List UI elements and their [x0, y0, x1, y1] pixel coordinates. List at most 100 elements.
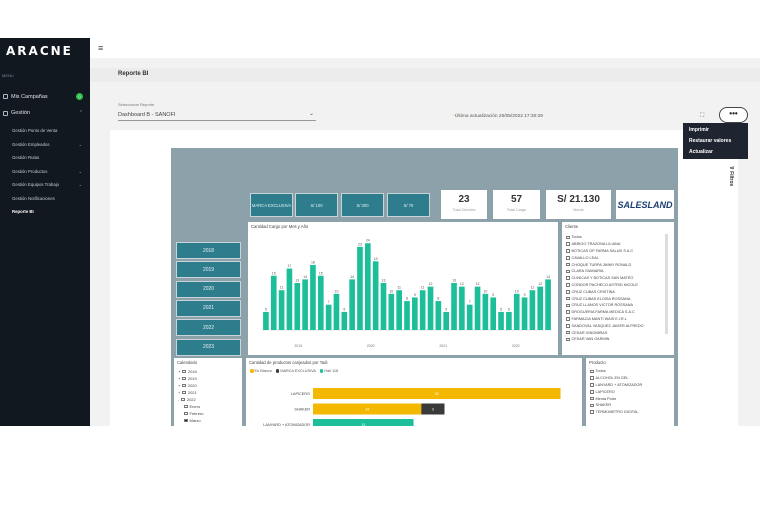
product-option[interactable]: LANYARD + ATOMIZADOR	[590, 382, 642, 389]
checkbox[interactable]	[566, 269, 570, 274]
bar-segment[interactable]	[421, 403, 445, 415]
calendar-option[interactable]: +2018	[178, 368, 204, 375]
client-option[interactable]: CONDOR PACHECO ASTRID NICOLE	[566, 282, 644, 289]
bar[interactable]	[545, 279, 551, 330]
client-scrollbar[interactable]	[665, 234, 668, 334]
bar[interactable]	[451, 283, 457, 330]
checkbox[interactable]	[590, 383, 594, 387]
checkbox[interactable]	[566, 303, 570, 308]
checkbox[interactable]	[566, 249, 570, 253]
bar[interactable]	[286, 268, 293, 330]
bar[interactable]	[333, 293, 340, 330]
bar[interactable]	[435, 301, 442, 330]
product-option[interactable]: ALCOHOL EN GEL	[590, 375, 642, 382]
calendar-option[interactable]: Marzo	[178, 417, 204, 424]
sidebar-subitem[interactable]: Gestión Punto de Venta	[12, 128, 86, 133]
client-option[interactable]: CESAR VAN GARMIN	[566, 336, 644, 343]
checkbox[interactable]	[590, 369, 594, 374]
checkbox[interactable]	[184, 411, 188, 416]
checkbox[interactable]	[182, 390, 186, 395]
client-option[interactable]: Todos	[566, 234, 644, 241]
bar[interactable]	[349, 279, 355, 330]
bar[interactable]	[513, 293, 520, 330]
checkbox[interactable]	[566, 324, 570, 328]
client-option[interactable]: ABRIGO TRAZONA LILIANA	[566, 241, 644, 248]
client-option[interactable]: CLINICAS Y BOTICAS SAN MATEO	[566, 275, 644, 282]
checkbox[interactable]	[181, 397, 185, 402]
checkbox[interactable]	[590, 403, 594, 408]
bar[interactable]	[388, 293, 395, 330]
client-option[interactable]: CRUZ CUBAS ELOISA ROSSANA	[566, 295, 644, 302]
bar[interactable]	[474, 286, 481, 330]
calendar-option[interactable]: +2020	[178, 382, 204, 389]
legend-item[interactable]: MARCA EXCLUSIVA	[275, 369, 316, 373]
checkbox[interactable]	[566, 317, 570, 321]
bar[interactable]	[404, 301, 410, 330]
checkbox[interactable]	[184, 418, 188, 423]
sidebar-subitem[interactable]: Gestión Notificaciones	[12, 196, 86, 201]
bar[interactable]	[380, 283, 387, 330]
bar[interactable]	[443, 311, 450, 330]
expand-toggle-icon[interactable]: +	[178, 369, 181, 374]
context-menu-item[interactable]: Restaurar valores	[689, 138, 732, 144]
expand-toggle-icon[interactable]: +	[178, 390, 181, 395]
checkbox[interactable]	[182, 369, 186, 374]
calendar-option[interactable]: - 2022	[178, 396, 204, 403]
bar[interactable]	[263, 311, 269, 330]
segment-button[interactable]: MARCA EXCLUSIVA	[250, 193, 293, 217]
client-option[interactable]: CLARA GIAMARIA	[566, 268, 644, 275]
more-options-button[interactable]: •••	[719, 107, 748, 123]
bar[interactable]	[341, 311, 348, 330]
bar[interactable]	[310, 264, 316, 330]
bar[interactable]	[419, 290, 426, 330]
checkbox[interactable]	[566, 290, 570, 294]
product-option[interactable]: LAPICERO	[590, 388, 642, 395]
checkbox[interactable]	[182, 376, 186, 381]
bar[interactable]	[302, 279, 308, 330]
context-menu-item[interactable]: Imprimir	[689, 127, 710, 133]
sidebar-subitem[interactable]: Gestión Productos ⌄	[12, 169, 86, 174]
checkbox[interactable]	[590, 390, 594, 394]
checkbox[interactable]	[566, 276, 570, 280]
checkbox[interactable]	[590, 376, 594, 380]
calendar-option[interactable]: Febrero	[178, 410, 204, 417]
bar[interactable]	[412, 297, 418, 330]
hamburger-icon[interactable]: ≡	[98, 43, 104, 53]
product-option[interactable]: Menta Polar	[590, 395, 642, 402]
year-filter-button[interactable]: 2019	[176, 261, 241, 279]
bar[interactable]	[317, 275, 324, 330]
bar[interactable]	[278, 290, 285, 330]
client-option[interactable]: FARMACIA MANTI WAIS E.I.R.L	[566, 316, 644, 323]
sidebar-subitem[interactable]: Gestión Rutas	[12, 155, 86, 160]
checkbox[interactable]	[566, 283, 570, 287]
year-filter-button[interactable]: 2023	[176, 338, 241, 356]
product-option[interactable]: Todos	[590, 368, 642, 375]
client-option[interactable]: DROGUERIA FARMA MEDICA S.A.C	[566, 309, 644, 316]
checkbox[interactable]	[566, 337, 570, 342]
expand-toggle-icon[interactable]: +	[178, 383, 181, 388]
report-selector[interactable]: Dashboard B - SANOFI ⌄	[118, 109, 316, 121]
bar[interactable]	[427, 286, 434, 330]
bar-segment[interactable]	[313, 419, 414, 426]
checkbox[interactable]	[566, 330, 570, 335]
checkbox[interactable]	[566, 242, 570, 246]
bar[interactable]	[490, 297, 497, 330]
client-option[interactable]: CRUZ LLANOS VICTOR ROSSANA	[566, 302, 644, 309]
client-option[interactable]: CAVALLO LEAL	[566, 254, 644, 261]
bar[interactable]	[325, 304, 332, 330]
year-filter-button[interactable]: 2018	[176, 242, 241, 259]
context-menu-item[interactable]: Actualizar	[689, 149, 713, 155]
sidebar-item-campaigns[interactable]: Mis Campañas 0	[3, 93, 87, 100]
segment-button[interactable]: S/ 100	[295, 193, 338, 217]
bar[interactable]	[466, 304, 473, 330]
client-option[interactable]: CRUZ CUBAS CRISTINA	[566, 288, 644, 295]
client-option[interactable]: BOTICAS GP FARMA SALUD S.A.C	[566, 248, 644, 255]
checkbox[interactable]	[590, 410, 594, 414]
bar-segment[interactable]	[313, 388, 561, 399]
sidebar-item-gestion[interactable]: Gestión ⌃	[3, 110, 87, 116]
checkbox[interactable]	[566, 262, 570, 267]
checkbox[interactable]	[566, 296, 570, 301]
legend-item[interactable]: En Blanco	[250, 369, 272, 373]
segment-button[interactable]: S/ 70	[387, 193, 430, 217]
client-option[interactable]: SANDOVAL VASQUEZ JAVIER ALFREDO	[566, 322, 644, 329]
